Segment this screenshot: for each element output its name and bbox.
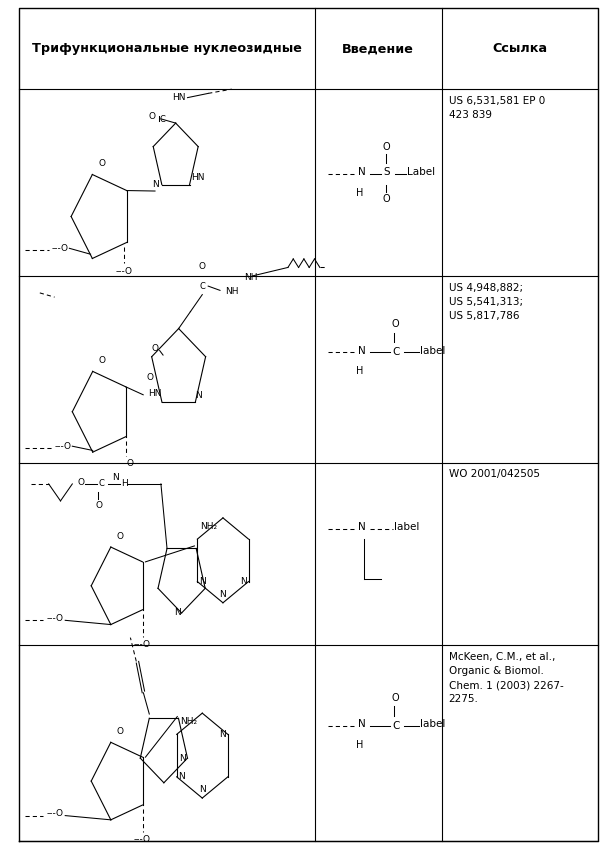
Text: N: N [174,609,181,617]
Text: ---O: ---O [47,809,63,818]
Text: N: N [220,589,226,599]
Text: Label: Label [406,167,435,177]
Text: N: N [219,730,226,739]
Text: ---O: ---O [54,441,72,451]
Text: O: O [382,194,390,204]
Text: N: N [358,719,366,729]
Text: O: O [77,478,84,486]
Text: O: O [98,159,105,168]
Text: N: N [195,391,202,400]
Text: O: O [146,373,153,382]
Text: HN: HN [172,93,185,102]
Text: ---O: ---O [47,614,63,623]
Text: O: O [148,112,155,121]
Text: N: N [112,473,118,482]
Text: C: C [160,115,165,124]
Text: ---O: ---O [134,640,151,649]
Text: O: O [382,142,390,152]
Text: O: O [199,261,206,271]
Text: O: O [391,319,399,329]
Text: O: O [116,727,123,736]
Text: label: label [420,346,446,356]
Text: Трифункциональные нуклеозидные: Трифункциональные нуклеозидные [32,42,302,55]
Text: H: H [356,366,363,376]
Text: ---O: ---O [115,267,132,277]
Text: US 4,948,882;
US 5,541,313;
US 5,817,786: US 4,948,882; US 5,541,313; US 5,817,786 [449,283,522,321]
Text: McKeen, C.M., et al.,
Organic & Biomol.
Chem. 1 (2003) 2267-
2275.: McKeen, C.M., et al., Organic & Biomol. … [449,652,564,704]
Text: HN: HN [149,389,162,398]
Text: ---O: ---O [117,459,134,469]
Text: N: N [358,346,366,356]
Text: C: C [99,480,104,488]
Text: H: H [121,480,127,488]
Text: C: C [393,721,400,731]
Text: label: label [394,522,420,531]
Text: N: N [152,180,159,189]
Text: O: O [96,501,103,509]
Text: N: N [178,773,185,781]
Text: N: N [179,754,186,762]
Text: Введение: Введение [342,42,414,55]
Text: WO 2001/042505: WO 2001/042505 [449,469,539,480]
Text: N: N [199,784,205,794]
Text: ---O: ---O [134,835,151,845]
Text: NH: NH [225,287,238,295]
Text: S: S [383,167,390,177]
Text: O: O [152,345,159,353]
Text: N: N [199,577,206,586]
Text: US 6,531,581 EP 0
423 839: US 6,531,581 EP 0 423 839 [449,96,545,120]
Text: ---O: ---O [51,244,69,253]
Text: O: O [116,531,123,541]
Text: C: C [199,282,205,290]
Text: N: N [358,522,366,531]
Text: N: N [240,577,247,586]
Text: O: O [98,356,105,365]
Text: Ссылка: Ссылка [492,42,547,55]
Text: NH₂: NH₂ [179,717,197,726]
Text: label: label [420,719,446,729]
Text: N: N [358,167,366,177]
Text: C: C [393,347,400,357]
Text: H: H [356,188,363,198]
Text: H: H [356,739,363,750]
Text: NH₂: NH₂ [201,521,217,531]
Text: O: O [391,693,399,703]
Text: HN: HN [191,173,205,182]
Text: NH: NH [243,273,257,282]
